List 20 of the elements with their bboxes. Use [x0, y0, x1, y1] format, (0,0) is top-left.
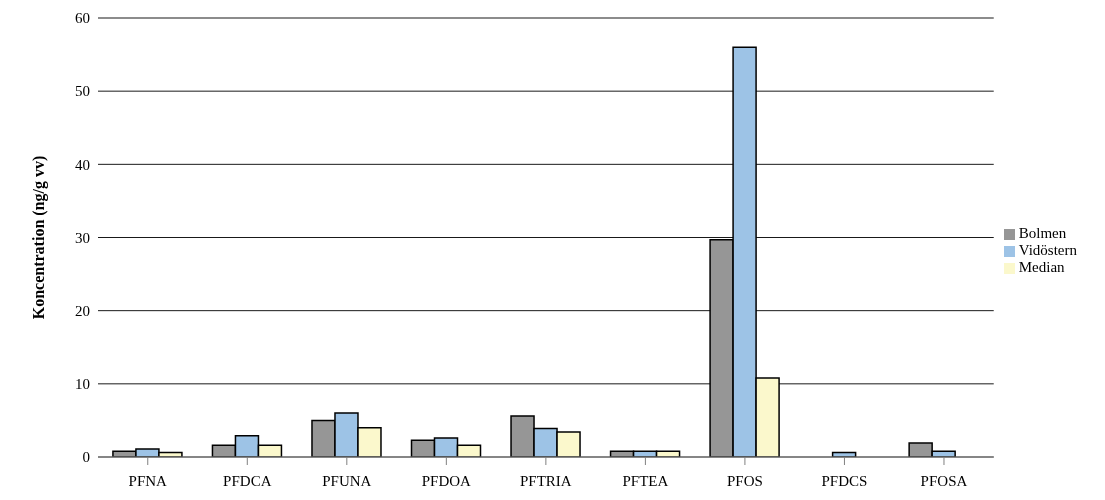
x-tick-label: PFTRIA — [520, 472, 572, 489]
y-axis-title: Koncentration (ng/g vv) — [29, 155, 48, 320]
x-tick-label: PFNA — [128, 472, 168, 489]
y-tick-label: 50 — [75, 83, 90, 100]
x-tick-label: PFOSA — [920, 472, 968, 489]
y-tick-label: 10 — [75, 376, 90, 393]
y-tick-label: 30 — [75, 229, 90, 246]
x-tick-label: PFOS — [726, 472, 763, 489]
y-tick-label: 20 — [75, 302, 90, 319]
y-tick-label: 0 — [82, 449, 90, 466]
y-tick-label: 40 — [75, 156, 90, 173]
x-tick-label: PFUNA — [322, 472, 372, 489]
legend-label: Median — [1018, 258, 1065, 275]
y-tick-label: 60 — [75, 10, 90, 27]
x-tick-label: PFDCA — [223, 472, 272, 489]
x-tick-label: PFTEA — [622, 472, 669, 489]
legend-label: Bolmen — [1018, 224, 1067, 241]
legend-label: Vidöstern — [1018, 241, 1077, 258]
x-tick-label: PFDOA — [421, 472, 472, 489]
x-tick-label: PFDCS — [821, 472, 868, 489]
